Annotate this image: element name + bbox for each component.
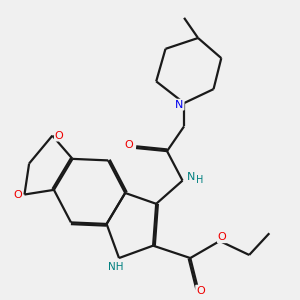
Text: O: O — [196, 286, 205, 296]
Text: H: H — [196, 175, 203, 185]
Text: O: O — [55, 130, 64, 141]
Text: NH: NH — [107, 262, 123, 272]
Text: N: N — [175, 100, 184, 110]
Text: N: N — [187, 172, 195, 182]
Text: O: O — [218, 232, 226, 242]
Text: O: O — [125, 140, 134, 150]
Text: O: O — [13, 190, 22, 200]
